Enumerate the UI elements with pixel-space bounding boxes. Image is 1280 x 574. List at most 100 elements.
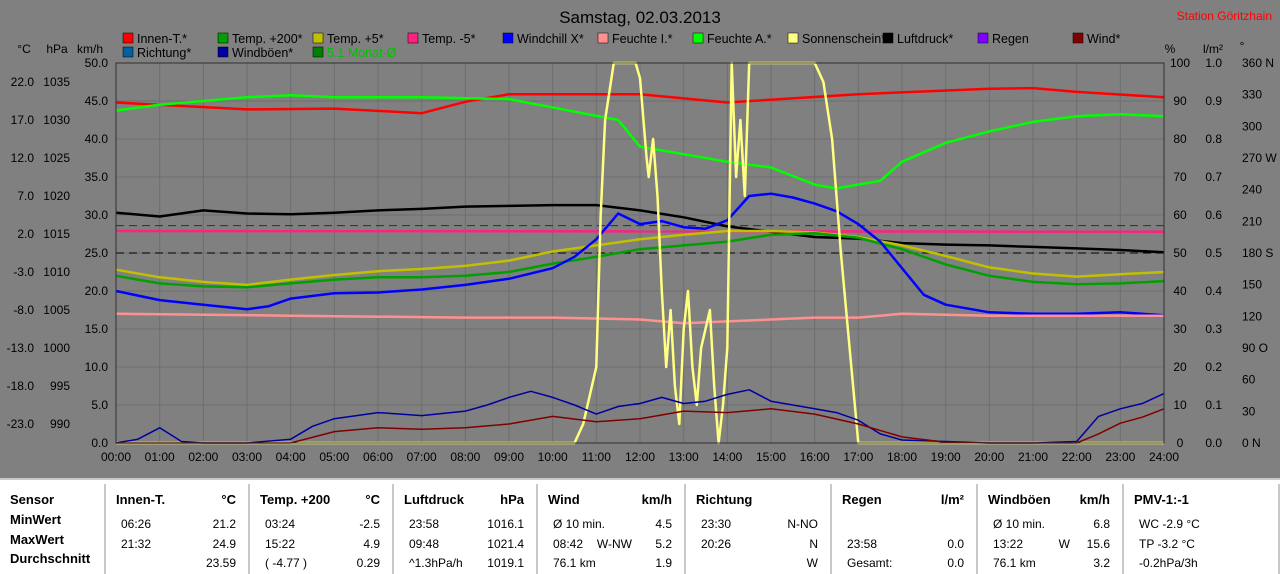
legend-swatch (692, 32, 704, 44)
legend-swatch (502, 32, 514, 44)
tick-temp: 22.0 (11, 75, 35, 89)
stat-max-value: 0.0 (947, 537, 964, 551)
legend-entry: Richtung* (137, 46, 191, 60)
tick-percent: 70 (1173, 170, 1187, 184)
stat-min-value: 6.8 (1093, 517, 1110, 531)
tick-time: 08:00 (450, 450, 480, 464)
series-line (115, 312, 1164, 325)
legend-swatch (122, 32, 134, 44)
tick-time: 11:00 (582, 450, 611, 464)
tick-time: 19:00 (931, 450, 961, 464)
stat-title: Wind (548, 492, 580, 507)
legend-swatch (407, 32, 419, 44)
station-label: Station Göritzhain (1177, 9, 1272, 23)
tick-pressure: 995 (50, 379, 70, 393)
legend-entry: Feuchte A.* (707, 32, 772, 46)
legend-swatch (882, 32, 894, 44)
stat-title: Regen (842, 492, 882, 507)
tick-wind: 15.0 (85, 322, 109, 336)
chart-title: Samstag, 02.03.2013 (559, 8, 721, 27)
tick-wind: 0.0 (91, 436, 108, 450)
tick-percent: 60 (1173, 208, 1187, 222)
stat-min-value: 21.2 (212, 517, 236, 531)
stat-max-value: 1021.4 (487, 537, 524, 551)
legend-swatch (597, 32, 609, 44)
tick-percent: 100 (1170, 56, 1190, 70)
tick-direction: 150 (1242, 278, 1262, 292)
tick-time: 18:00 (887, 450, 917, 464)
tick-rain: 0.4 (1205, 284, 1222, 298)
tick-time: 13:00 (669, 450, 699, 464)
legend-swatch (1072, 32, 1084, 44)
tick-rain: 0.2 (1205, 360, 1222, 374)
tick-rain: 0.8 (1205, 132, 1222, 146)
row-label-avg: Durchschnitt (10, 551, 91, 566)
axis-unit-temp: °C (17, 42, 31, 56)
series-line (115, 86, 1165, 115)
stat-max-time: 20:26 (701, 537, 732, 551)
tick-time: 16:00 (800, 450, 830, 464)
stat-min-time: 03:24 (265, 517, 296, 531)
tick-wind: 45.0 (85, 94, 109, 108)
stat-min-time: Ø 10 min. (993, 517, 1046, 531)
stat-min-time: Ø 10 min. (553, 517, 606, 531)
tick-direction: 210 (1242, 214, 1262, 228)
axis-unit-percent: % (1165, 42, 1176, 56)
tick-temp: 7.0 (17, 189, 34, 203)
stats-panel: Sensor MinWert MaxWert Durchschnitt Innen-T.… (0, 478, 1280, 574)
series-line (115, 203, 1165, 254)
tick-pressure: 1000 (43, 341, 70, 355)
legend-entry: Feuchte I.* (612, 32, 673, 46)
stat-unit: hPa (500, 492, 524, 507)
legend-entry: Regen (992, 32, 1029, 46)
stat-avg-time: 76.1 km (993, 556, 1036, 570)
series-line (115, 229, 1165, 233)
tick-time: 01:00 (145, 450, 175, 464)
tick-time: 21:00 (1018, 450, 1048, 464)
tick-wind: 20.0 (85, 284, 109, 298)
tick-time: 00:00 (101, 450, 131, 464)
tick-temp: -23.0 (7, 417, 35, 431)
row-label-max: MaxWert (10, 532, 64, 547)
tick-time: 22:00 (1062, 450, 1092, 464)
stat-avg-value: 3.2 (1093, 556, 1110, 570)
tick-wind: 5.0 (91, 398, 108, 412)
tick-pressure: 1030 (43, 113, 70, 127)
tick-time: 07:00 (407, 450, 437, 464)
legend-swatch (312, 46, 324, 58)
tick-percent: 90 (1173, 94, 1187, 108)
tick-percent: 0 (1177, 436, 1184, 450)
plot-border (115, 62, 1165, 444)
series-line (116, 408, 1165, 444)
stat-unit: l/m² (940, 492, 964, 507)
stat-min-time: 06:26 (121, 517, 152, 531)
stat-max-time: 08:42 (553, 537, 584, 551)
tick-temp: 12.0 (11, 151, 35, 165)
tick-direction: 0 N (1242, 436, 1261, 450)
stat-avg-value: 0.29 (356, 556, 380, 570)
stat-min-value: -2.5 (359, 517, 380, 531)
tick-wind: 40.0 (85, 132, 109, 146)
stat-min-value: 1016.1 (487, 517, 524, 531)
legend-entry: Windchill X* (517, 32, 584, 46)
tick-wind: 50.0 (85, 56, 109, 70)
tick-wind: 25.0 (85, 246, 109, 260)
stat-title: Windböen (988, 492, 1051, 507)
tick-percent: 30 (1173, 322, 1187, 336)
tick-percent: 80 (1173, 132, 1187, 146)
tick-pressure: 1005 (43, 303, 70, 317)
tick-time: 24:00 (1149, 450, 1179, 464)
stat-box: Regen l/m² 23:58 0.0 Gesamt: 0.0 (832, 484, 978, 574)
tick-rain: 0.6 (1205, 208, 1222, 222)
row-label-min: MinWert (10, 512, 62, 527)
tick-time: 15:00 (756, 450, 786, 464)
stat-unit: °C (221, 492, 236, 507)
stat-max-time: 15:22 (265, 537, 296, 551)
stat-box: Wind km/h Ø 10 min. 4.5 08:42 W-NW 5.2 76.1 km 1… (538, 484, 686, 574)
series-line (115, 231, 1165, 289)
legend-entry: Windböen* (232, 46, 293, 60)
stat-avg-time: 76.1 km (553, 556, 596, 570)
stat-title: PMV-1:-1 (1134, 492, 1189, 507)
stat-avg-value: 1019.1 (487, 556, 524, 570)
stat-unit: km/h (641, 492, 672, 507)
